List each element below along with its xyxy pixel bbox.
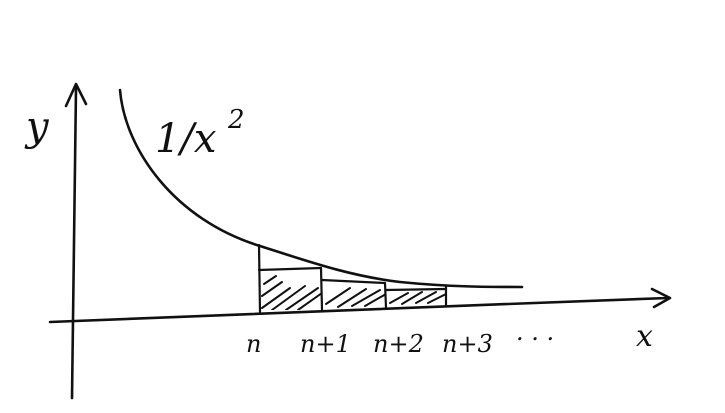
y-axis-label: y xyxy=(24,104,50,150)
rectangle-n xyxy=(257,243,324,314)
rectangle-n-plus-1 xyxy=(320,278,388,310)
x-axis-label: x xyxy=(636,319,653,354)
continuation-dots: . . . xyxy=(516,318,554,346)
function-curve xyxy=(118,88,524,289)
tick-label-n-plus-1: n+1 xyxy=(300,330,351,358)
rectangle-n-plus-2 xyxy=(384,284,448,308)
y-axis xyxy=(70,86,78,400)
function-exponent: 2 xyxy=(227,105,245,135)
x-axis xyxy=(48,296,670,324)
hatch-n-plus-2 xyxy=(389,291,446,305)
x-axis-arrowhead xyxy=(650,287,672,309)
tick-label-n-plus-3: n+3 xyxy=(442,330,493,358)
y-axis-arrowhead xyxy=(64,82,88,108)
hatch-n-plus-1 xyxy=(325,287,385,308)
hatch-n xyxy=(261,275,321,310)
tick-label-n: n xyxy=(246,330,261,358)
tick-label-n-plus-2: n+2 xyxy=(373,330,424,358)
function-label: 1/x xyxy=(155,116,216,162)
